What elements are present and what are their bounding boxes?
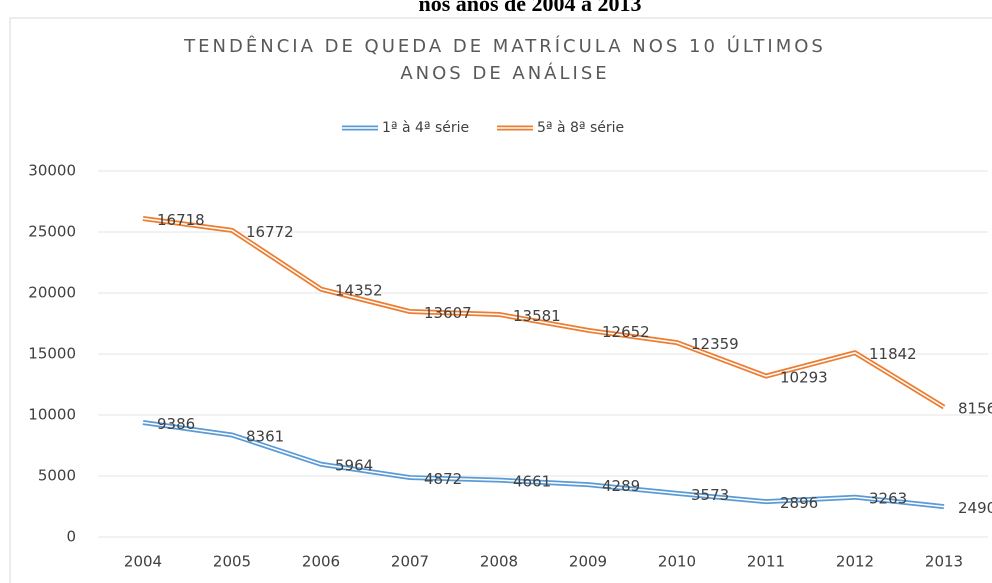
x-tick-label: 2004: [124, 553, 162, 571]
x-tick-label: 2012: [836, 553, 874, 571]
data-label: 2490: [958, 499, 992, 517]
data-label: 16772: [246, 223, 294, 241]
legend-label: 5ª à 8ª série: [537, 120, 624, 136]
legend-label: 1ª à 4ª série: [382, 120, 469, 136]
data-label: 9386: [157, 415, 195, 433]
data-label: 13607: [424, 304, 472, 322]
data-label: 11842: [869, 345, 917, 363]
x-tick-label: 2006: [302, 553, 340, 571]
data-label: 3263: [869, 490, 907, 508]
data-label: 8361: [246, 427, 284, 445]
data-label: 3573: [691, 486, 729, 504]
series-line-inner: [142, 217, 945, 408]
series-line-inner: [142, 421, 945, 508]
x-tick-label: 2005: [213, 553, 251, 571]
x-tick-label: 2010: [658, 553, 696, 571]
y-tick-label: 15000: [28, 345, 76, 363]
y-tick-label: 5000: [38, 467, 76, 485]
y-tick-label: 20000: [28, 284, 76, 302]
data-label: 5964: [335, 457, 373, 475]
x-tick-label: 2013: [925, 553, 963, 571]
data-label: 2896: [780, 494, 818, 512]
data-label: 10293: [780, 369, 828, 387]
chart-title: TENDÊNCIA DE QUEDA DE MATRÍCULA NOS 10 Ú…: [183, 35, 826, 57]
x-tick-label: 2008: [480, 553, 518, 571]
data-label: 4661: [513, 473, 551, 491]
page-header: nos anos de 2004 a 2013: [418, 0, 641, 16]
y-tick-label: 0: [66, 528, 76, 546]
x-tick-label: 2009: [569, 553, 607, 571]
data-label: 13581: [513, 307, 561, 325]
y-tick-label: 30000: [28, 162, 76, 180]
data-label: 4289: [602, 477, 640, 495]
chart-title: ANOS DE ANÁLISE: [400, 62, 609, 84]
y-tick-label: 10000: [28, 406, 76, 424]
data-label: 4872: [424, 470, 462, 488]
data-label: 14352: [335, 282, 383, 300]
chart-frame: [9, 17, 992, 583]
data-label: 12652: [602, 323, 650, 341]
x-tick-label: 2011: [747, 553, 785, 571]
x-tick-label: 2007: [391, 553, 429, 571]
y-tick-label: 25000: [28, 223, 76, 241]
data-label: 8156: [958, 400, 992, 418]
data-label: 16718: [157, 211, 205, 229]
data-label: 12359: [691, 335, 739, 353]
